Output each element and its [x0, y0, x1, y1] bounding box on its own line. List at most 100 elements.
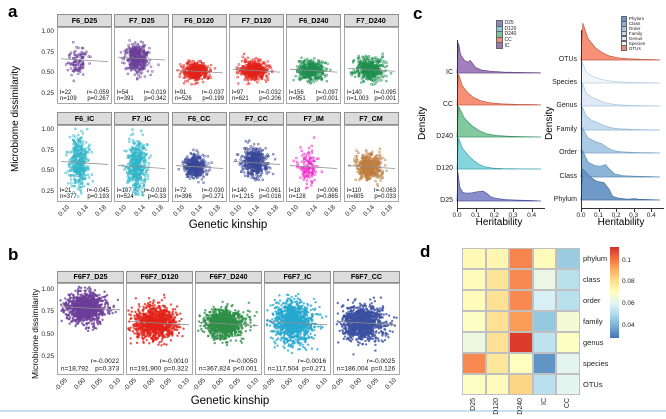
heatmap-row-label-family: family: [583, 317, 603, 326]
heatmap-col-label-D240: D240: [517, 398, 524, 415]
legend-label: D240: [504, 31, 517, 38]
heatmap-cell: [556, 374, 580, 395]
svg-text:p=0.271: p=0.271: [202, 194, 224, 200]
y-tick-label: 0.50: [41, 330, 54, 338]
heatmap-cell: [509, 248, 533, 269]
svg-text:n=128: n=128: [289, 194, 306, 200]
panel-a-x-axis-label: Genetic kinship: [188, 219, 268, 231]
legend-label: OTUs: [628, 45, 641, 51]
scatter-facet-F7_D240: l=140 r=-0.095 n=1,003 p=0.001: [343, 27, 399, 104]
heatmap-row-label-order: order: [583, 296, 601, 305]
ridge-Family: [580, 106, 661, 131]
svg-text:n=951: n=951: [289, 96, 306, 102]
facet-strip-F6_D25: F6_D25: [57, 14, 112, 27]
ridgeline-left-x-axis-label: Heritability: [475, 217, 523, 228]
legend-item-IC: IC: [496, 42, 510, 49]
svg-text:l=22: l=22: [60, 90, 72, 96]
x-tick-mark: [633, 209, 635, 212]
facet-strip-F6F7_D120: F6F7_D120: [126, 271, 193, 283]
x-tick-mark: [457, 209, 458, 212]
x-tick-mark: [513, 209, 514, 212]
heatmap-cell: [462, 332, 486, 353]
ridge-Species: [580, 61, 661, 84]
heatmap-colorbar: [610, 247, 619, 338]
panel-label-c: c: [413, 4, 423, 23]
heatmap-cell: [485, 311, 510, 332]
ridge-D25: [456, 171, 542, 202]
x-tick-mark: [531, 209, 533, 212]
y-tick-label: 1.00: [41, 125, 54, 133]
ridge-category-label-IC: IC: [446, 68, 453, 76]
svg-text:r=-0.019: r=-0.019: [144, 90, 167, 96]
heatmap-cell: [485, 374, 510, 395]
svg-text:l=140: l=140: [346, 90, 361, 96]
svg-text:p=0.033: p=0.033: [374, 194, 396, 200]
ridge-Phylum: [580, 168, 661, 201]
legend-label: IC: [504, 42, 510, 49]
legend-label: D25: [504, 20, 514, 27]
heatmap-cell: [532, 290, 557, 311]
svg-text:p=0.267: p=0.267: [87, 96, 109, 102]
ridge-category-label-D25: D25: [440, 196, 453, 204]
svg-text:n=621: n=621: [232, 96, 249, 102]
facet-strip-F7_D25: F7_D25: [114, 14, 170, 27]
heatmap-row-label-phylum: phylum: [583, 254, 608, 263]
heatmap-cell: [485, 332, 510, 353]
ridge-category-label-Class: Class: [559, 172, 577, 180]
heatmap-col-label-D25: D25: [469, 398, 477, 411]
svg-text:r=-0.045: r=-0.045: [87, 188, 110, 194]
facet-strip-F6F7_D25: F6F7_D25: [57, 271, 124, 283]
y-tick-label: 0.50: [41, 167, 54, 175]
scatter-facet-F7_IM: l=18 r=0.006 n=128 p=0.865: [286, 125, 342, 202]
ridge-Class: [580, 149, 661, 178]
svg-text:p=0.016: p=0.016: [259, 194, 281, 200]
scatter-facet-F7_CM: l=110 r=-0.063 n=805 p=0.033: [343, 125, 399, 202]
heatmap-cell: [462, 290, 486, 311]
heatmap-cell: [509, 311, 533, 332]
facet-strip-F6_D120: F6_D120: [171, 14, 227, 27]
svg-text:r=-0.059: r=-0.059: [87, 90, 110, 96]
scatter-facet-F7_D120: l=97 r=-0.032 n=621 p=0.206: [228, 27, 284, 104]
colorbar-tick-label: 0.06: [622, 299, 635, 307]
ridgeline-plot-c_left: [456, 42, 542, 202]
svg-text:r=-0.018: r=-0.018: [144, 188, 167, 194]
heatmap-cell: [532, 248, 557, 269]
bottom-rule: [0, 410, 666, 412]
heatmap-cell: [462, 269, 486, 290]
legend-label: Genus: [628, 35, 643, 41]
facet-strip-F6_IC: F6_IC: [57, 112, 112, 125]
ridgeline-plot-c_right: [580, 22, 661, 201]
y-tick-label: 1.00: [41, 27, 54, 35]
x-tick-mark: [651, 209, 653, 212]
ridge-Order: [580, 126, 661, 154]
heatmap-cell: [485, 290, 510, 311]
svg-text:l=107: l=107: [117, 188, 132, 194]
legend-label: Order: [628, 26, 641, 32]
x-axis-line: [581, 208, 664, 209]
ridge-CC: [456, 73, 542, 106]
x-tick-label: 0.2: [611, 212, 621, 219]
svg-text:n=1,215: n=1,215: [232, 194, 254, 200]
ridge-category-label-D240: D240: [436, 132, 453, 140]
scatter-facet-F6_D25: l=22 r=-0.059 n=109 p=0.267: [57, 27, 112, 104]
svg-text:l=72: l=72: [175, 188, 187, 194]
ridge-category-label-Phylum: Phylum: [553, 195, 577, 203]
ridge-category-label-Genus: Genus: [556, 101, 577, 109]
heatmap-cell: [509, 290, 533, 311]
heatmap-cell: [532, 353, 557, 374]
x-tick-label: 0.4: [527, 212, 537, 219]
ridge-category-label-CC: CC: [442, 100, 453, 108]
y-tick-label: 0.25: [41, 90, 54, 98]
heatmap-cell: [556, 332, 580, 353]
x-tick-label: 0.2: [489, 212, 499, 219]
y-tick-label: 0.25: [41, 188, 54, 196]
scatter-facet-F7_D25: l=54 r=-0.019 n=391 p=0.342: [114, 27, 170, 104]
x-tick-label: 0.3: [629, 212, 639, 219]
svg-text:p=0.199: p=0.199: [202, 96, 224, 102]
heatmap-cell: [485, 353, 510, 374]
facet-strip-F7_IC: F7_IC: [114, 112, 170, 125]
